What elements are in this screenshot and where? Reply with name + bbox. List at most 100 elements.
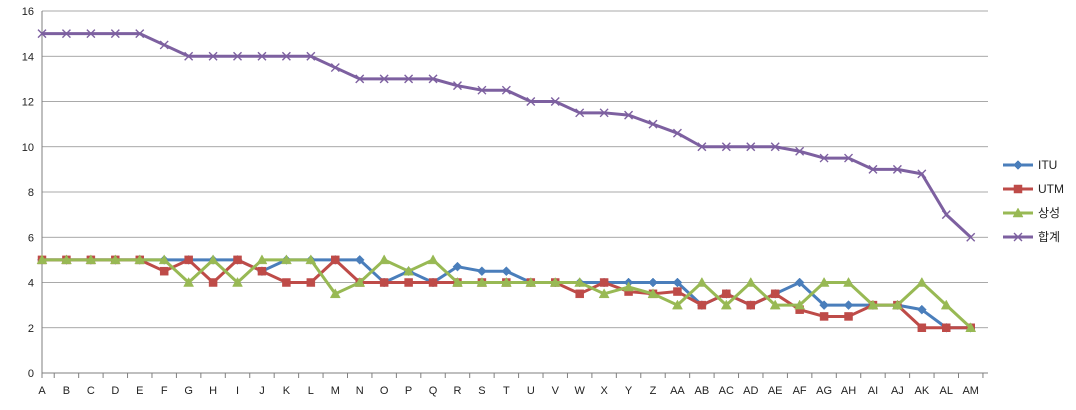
data-point	[61, 29, 71, 39]
data-point	[404, 74, 414, 84]
data-point	[257, 51, 267, 61]
data-point	[525, 276, 537, 287]
data-point	[331, 255, 340, 265]
data-point	[500, 276, 512, 287]
x-tick-label: AA	[670, 385, 685, 397]
x-tick-label: N	[356, 385, 364, 397]
data-point	[867, 299, 879, 310]
data-point	[36, 254, 48, 265]
data-point	[575, 289, 584, 299]
data-point	[940, 299, 952, 310]
series-3	[36, 254, 977, 332]
data-point	[1013, 232, 1023, 242]
series-4	[37, 29, 976, 242]
x-tick-label: AM	[962, 385, 979, 397]
data-point	[354, 276, 366, 287]
x-tick-label: I	[236, 385, 239, 397]
data-point	[306, 51, 316, 61]
x-tick-label: C	[87, 385, 95, 397]
data-point	[574, 276, 586, 287]
data-point	[917, 323, 927, 332]
data-point	[354, 255, 365, 265]
x-tick-label: X	[600, 385, 608, 397]
legend-item: ITU	[1003, 158, 1057, 172]
y-tick-label: 0	[28, 368, 34, 380]
data-point	[85, 254, 97, 265]
data-point	[722, 289, 731, 299]
x-tick-label: O	[380, 385, 389, 397]
data-point	[843, 276, 854, 287]
x-tick-label: M	[331, 385, 340, 397]
data-point	[843, 300, 854, 310]
gridlines	[42, 10, 988, 329]
data-point	[917, 169, 927, 179]
data-point	[721, 142, 731, 152]
data-point	[966, 232, 976, 242]
data-point	[501, 266, 512, 277]
data-point	[403, 265, 415, 276]
x-tick-label: AE	[768, 385, 783, 397]
data-point	[233, 51, 243, 61]
data-point	[158, 254, 170, 265]
data-point	[1012, 207, 1024, 218]
data-point	[599, 278, 609, 287]
x-tick-label: AL	[940, 385, 953, 397]
data-point	[378, 254, 390, 265]
data-point	[941, 210, 951, 220]
x-tick-label: H	[209, 385, 217, 397]
data-point	[794, 299, 806, 310]
data-point	[379, 278, 389, 287]
data-point	[648, 119, 658, 129]
data-point	[1013, 160, 1023, 170]
x-tick-label: Z	[650, 385, 657, 397]
x-tick-label: AF	[793, 385, 807, 397]
legend-label: UTM	[1038, 182, 1064, 196]
data-point	[746, 300, 756, 310]
data-point	[330, 63, 340, 73]
data-point	[452, 276, 463, 287]
x-tick-label: AG	[816, 385, 832, 397]
data-point	[306, 278, 316, 287]
data-point	[844, 312, 853, 321]
data-point	[795, 146, 805, 156]
data-point	[159, 40, 169, 50]
x-tick-label: R	[454, 385, 462, 397]
data-point	[673, 287, 682, 296]
x-tick-label: W	[574, 385, 585, 397]
data-point	[697, 300, 707, 310]
data-point	[916, 276, 928, 287]
data-point	[720, 299, 732, 310]
data-point	[184, 51, 194, 61]
data-point	[891, 299, 903, 310]
data-point	[329, 288, 341, 299]
y-tick-label: 12	[22, 97, 34, 109]
data-point	[135, 29, 145, 39]
data-point	[477, 266, 487, 277]
x-tick-label: D	[111, 385, 119, 397]
data-point	[794, 277, 805, 288]
data-point	[37, 29, 47, 39]
x-tick-label: L	[308, 385, 314, 397]
y-tick-label: 10	[22, 142, 34, 154]
x-tick-label: AD	[743, 385, 758, 397]
data-point	[745, 276, 757, 287]
data-point	[647, 288, 659, 299]
y-tick-label: 4	[28, 278, 34, 290]
data-point	[207, 254, 219, 265]
y-tick-label: 2	[28, 323, 34, 335]
x-tick-label: AI	[868, 385, 878, 397]
legend-item: 상성	[1003, 206, 1060, 220]
data-point	[404, 278, 413, 287]
data-point	[696, 276, 708, 287]
data-point	[305, 254, 317, 265]
x-tick-label: P	[405, 385, 412, 397]
data-point	[476, 276, 488, 287]
data-point	[208, 278, 218, 287]
data-point	[770, 142, 780, 152]
series-1	[37, 255, 976, 333]
data-point	[281, 51, 291, 61]
data-point	[892, 164, 902, 174]
data-point	[452, 81, 462, 91]
